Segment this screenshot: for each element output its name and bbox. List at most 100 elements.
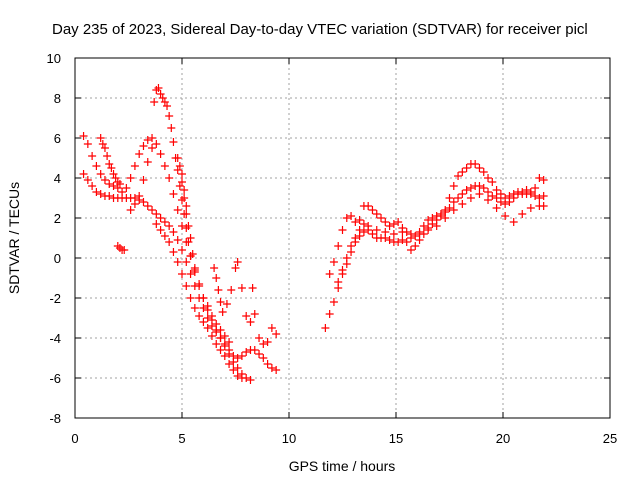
data-point-track-a	[105, 180, 114, 188]
data-point-track-h	[113, 242, 122, 250]
data-point-track-b	[229, 352, 238, 360]
data-point-track-i	[484, 188, 493, 196]
data-point-track-d	[199, 294, 208, 302]
data-point-track-b	[186, 270, 195, 278]
data-point-track-a	[156, 150, 165, 158]
data-point-track-k	[359, 220, 368, 228]
x-tick-label: 0	[71, 431, 78, 446]
data-point-track-j	[394, 218, 403, 226]
data-point-track-e	[199, 318, 208, 326]
data-point-track-j	[449, 182, 458, 190]
data-point-track-e	[237, 374, 246, 382]
data-point-track-e	[225, 360, 234, 368]
y-tick-label: -2	[49, 291, 61, 306]
data-point-track-j	[488, 178, 497, 186]
data-point-track-f	[178, 170, 186, 178]
data-point-track-f	[184, 222, 193, 230]
data-point-track-k	[484, 196, 493, 204]
x-tick-label: 10	[282, 431, 296, 446]
data-point-track-b	[237, 352, 246, 360]
data-point-track-d	[178, 196, 186, 204]
grid-lines	[75, 58, 610, 418]
data-point-track-d	[173, 166, 182, 174]
data-point-track-k	[381, 228, 390, 236]
data-point-track-i	[475, 182, 484, 190]
data-point-track-a	[92, 162, 101, 170]
data-point-track-b	[250, 346, 259, 354]
data-point-track-d	[150, 98, 159, 106]
data-point-track-d	[156, 90, 165, 98]
y-axis-label: SDTVAR / TECUs	[6, 182, 22, 294]
data-point-track-j	[501, 194, 510, 202]
data-point-track-a	[109, 182, 118, 190]
y-tick-label: -8	[49, 411, 61, 426]
x-tick-label: 25	[603, 431, 617, 446]
y-tick-labels: -8 -6 -4 -2 0 2 4 6 8 10	[47, 51, 61, 426]
data-point-track-g	[237, 284, 246, 292]
data-point-track-b	[207, 322, 216, 330]
data-point-track-k	[398, 228, 407, 236]
data-point-track-c	[100, 144, 109, 152]
data-point-track-j	[454, 172, 463, 180]
data-point-track-f	[188, 250, 197, 258]
data-point-track-i	[454, 194, 463, 202]
data-point-track-k	[406, 234, 415, 242]
data-point-track-b	[178, 246, 186, 254]
data-point-track-b	[169, 228, 178, 236]
data-point-track-b	[96, 190, 105, 198]
data-point-track-e	[220, 352, 229, 360]
data-point-track-d	[165, 112, 174, 120]
data-point-track-b	[148, 206, 157, 214]
data-point-track-d	[220, 332, 229, 340]
data-point-track-d	[225, 338, 234, 346]
data-point-track-j	[436, 210, 445, 218]
data-point-track-a	[130, 162, 139, 170]
x-tick-label: 20	[496, 431, 510, 446]
data-point-track-d	[152, 86, 161, 94]
data-point-track-k	[441, 214, 450, 222]
data-point-track-b	[267, 364, 276, 372]
data-point-track-g	[214, 286, 223, 294]
data-point-track-j	[539, 176, 548, 184]
data-point-track-i	[368, 230, 377, 238]
tick-marks	[74, 57, 611, 419]
y-tick-label: 2	[54, 211, 61, 226]
data-point-track-b	[139, 198, 148, 206]
data-point-track-g	[212, 274, 221, 282]
data-point-track-i	[458, 190, 467, 198]
data-point-track-b	[88, 182, 97, 190]
data-point-track-i	[466, 184, 475, 192]
data-point-track-f	[180, 194, 189, 202]
data-point-track-i	[488, 192, 497, 200]
data-point-track-i	[539, 192, 548, 200]
data-point-track-c	[109, 170, 118, 178]
data-point-track-f	[182, 202, 191, 210]
data-point-track-g	[248, 284, 257, 292]
data-point-track-e	[182, 282, 191, 290]
data-point-track-j	[381, 218, 390, 226]
x-axis-label: GPS time / hours	[289, 458, 396, 474]
data-point-track-j	[462, 164, 471, 172]
data-point-track-c	[107, 164, 116, 172]
data-point-track-e	[160, 232, 169, 240]
y-tick-label: 6	[54, 131, 61, 146]
data-point-track-i	[479, 184, 488, 192]
data-point-track-h	[115, 244, 124, 252]
data-point-track-j	[385, 222, 394, 230]
data-point-track-a	[96, 170, 105, 178]
data-point-track-k	[351, 234, 360, 242]
data-point-track-a	[165, 174, 174, 182]
data-point-track-k	[475, 190, 484, 198]
data-point-track-f	[190, 264, 199, 272]
data-point-track-j	[475, 164, 484, 172]
data-point-track-b	[203, 314, 212, 322]
data-point-track-d	[154, 84, 163, 92]
data-point-track-g	[272, 330, 281, 338]
data-point-track-i	[531, 192, 540, 200]
data-point-track-j	[492, 186, 501, 194]
data-point-track-b	[272, 366, 281, 374]
data-point-track-j	[458, 168, 467, 176]
data-point-track-d	[182, 224, 191, 232]
